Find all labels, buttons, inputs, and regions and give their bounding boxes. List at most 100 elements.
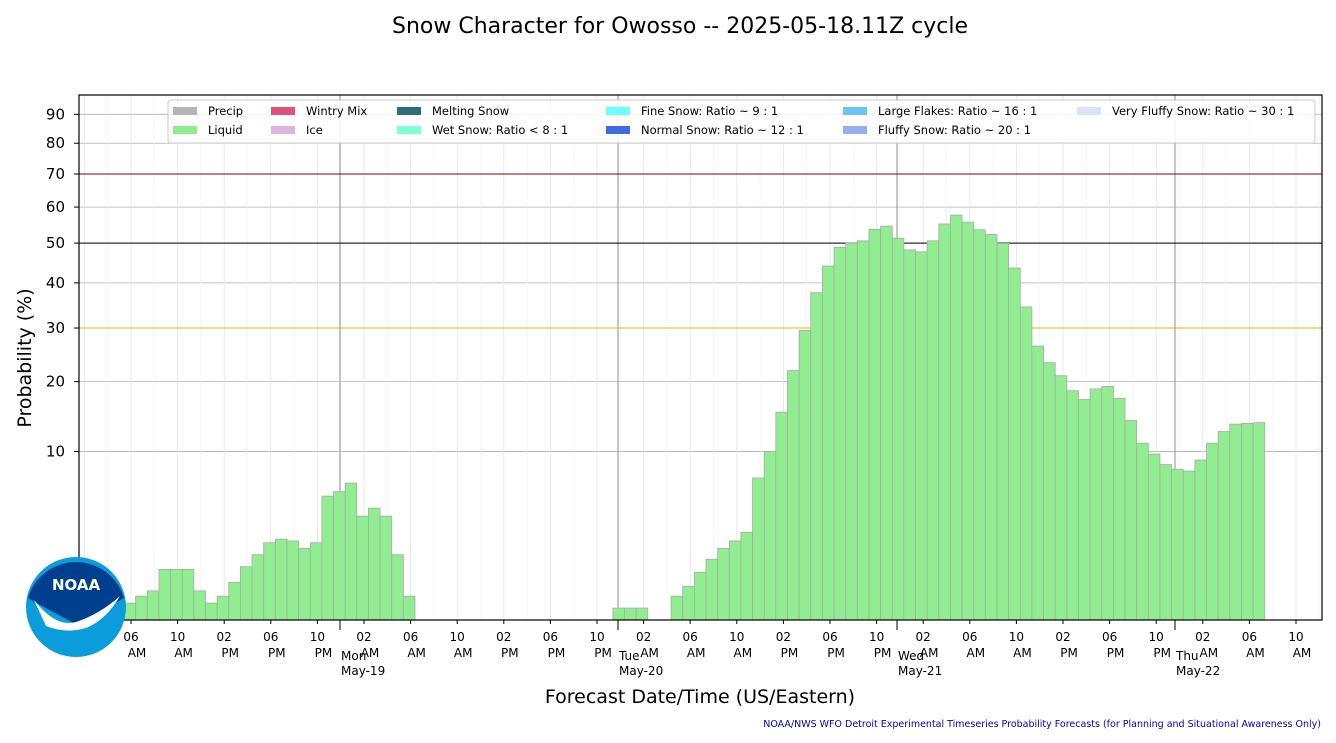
x-tick-ampm: AM	[361, 646, 380, 660]
bar	[787, 370, 800, 621]
bar	[1147, 453, 1161, 621]
x-tick-hour: 10	[170, 630, 185, 644]
bar	[1252, 422, 1266, 621]
bar	[170, 569, 183, 621]
x-tick-hour: 10	[450, 630, 465, 644]
x-tick-ampm: PM	[827, 646, 845, 660]
bar	[391, 554, 404, 621]
x-tick-hour: 06	[403, 630, 418, 644]
legend: Precip Liquid Wintry Mix Ice Melting Snow Wet…	[167, 99, 1316, 144]
x-tick-ampm: AM	[1013, 646, 1032, 660]
noaa-logo-text: NOAA	[52, 576, 101, 594]
x-tick-hour: 10	[729, 630, 744, 644]
y-tick-label: 90	[46, 105, 65, 123]
x-tick-ampm: PM	[501, 646, 519, 660]
bar	[984, 234, 998, 621]
bar	[321, 495, 334, 621]
y-axis-label: Probability (%)	[14, 288, 36, 427]
bar	[880, 225, 893, 621]
bar	[286, 540, 299, 621]
bar	[158, 569, 171, 621]
y-gridlines	[79, 113, 1322, 452]
legend-swatch	[173, 107, 197, 115]
x-tick-ampm: PM	[1107, 646, 1125, 660]
bar	[868, 228, 882, 621]
noaa-logo-upper	[28, 562, 124, 624]
bar	[856, 240, 870, 621]
legend-swatch	[173, 126, 197, 134]
bar	[356, 515, 369, 621]
x-tick-ampm: AM	[734, 646, 753, 660]
legend-label: Large Flakes: Ratio ~ 16 : 1	[878, 104, 1037, 118]
x-axis-label: Forecast Date/Time (US/Eastern)	[545, 686, 855, 708]
bar	[135, 595, 148, 621]
bar	[1019, 306, 1033, 621]
bar	[1171, 468, 1184, 621]
x-tick-hour: 10	[1009, 630, 1024, 644]
x-tick-hour: 02	[776, 630, 791, 644]
y-tick-label: 40	[46, 274, 65, 292]
bar	[1206, 442, 1219, 621]
bar	[682, 585, 695, 621]
x-tick-hour: 06	[1242, 630, 1257, 644]
chart-title: Snow Character for Owosso -- 2025-05-18.…	[392, 14, 968, 39]
bar	[926, 240, 940, 621]
x-tick-hour: 10	[310, 630, 325, 644]
bar	[1101, 386, 1114, 621]
y-tick-label: 30	[46, 319, 65, 337]
bar	[740, 532, 753, 621]
bar	[1159, 464, 1172, 621]
bar	[228, 581, 241, 621]
x-tick-hour: 02	[636, 630, 651, 644]
x-tick-hour: 06	[543, 630, 558, 644]
bar	[1194, 459, 1207, 621]
x-tick-hour: 10	[1288, 630, 1303, 644]
day-label-date: May-20	[619, 664, 663, 678]
legend-label: Ice	[306, 123, 323, 137]
bar	[1229, 423, 1242, 621]
bar	[146, 590, 160, 621]
legend-label: Liquid	[208, 123, 243, 137]
bar	[903, 249, 916, 621]
legend-label: Wet Snow: Ratio < 8 : 1	[432, 123, 568, 137]
bar	[1241, 423, 1254, 621]
x-tick-hour: 06	[683, 630, 698, 644]
day-label-date: May-22	[1176, 664, 1220, 678]
legend-label: Fine Snow: Ratio ~ 9 : 1	[641, 104, 778, 118]
bar	[728, 540, 742, 621]
x-tick-hour: 10	[589, 630, 604, 644]
x-tick-ampm: PM	[781, 646, 799, 660]
x-gridlines	[84, 95, 1320, 620]
bar	[181, 569, 195, 621]
bar	[1113, 397, 1126, 621]
x-tick-ampm: AM	[1246, 646, 1265, 660]
legend-label: Normal Snow: Ratio ~ 12 : 1	[641, 123, 804, 137]
y-tick-label: 80	[46, 134, 65, 152]
bar	[915, 251, 928, 621]
x-tick-ampm: AM	[967, 646, 986, 660]
legend-swatch	[606, 107, 630, 115]
bar	[950, 214, 963, 621]
bar	[193, 590, 206, 621]
day-label-dow: Thu	[1175, 649, 1199, 663]
day-label-date: May-19	[341, 664, 385, 678]
x-tick-ampm: PM	[221, 646, 239, 660]
bar	[1217, 431, 1231, 621]
bar	[1043, 362, 1056, 621]
x-tick-hour: 02	[217, 630, 232, 644]
x-tick-hour: 10	[1149, 630, 1164, 644]
bar	[624, 607, 637, 621]
bar	[705, 558, 719, 621]
x-tick-ampm: PM	[1153, 646, 1171, 660]
x-tick-hour: 02	[356, 630, 371, 644]
legend-swatch	[1077, 107, 1101, 115]
x-tick-ampm: PM	[315, 646, 333, 660]
legend-swatch	[397, 126, 421, 134]
bar	[239, 566, 253, 621]
bar	[1054, 375, 1068, 621]
bar	[274, 538, 288, 621]
bar	[379, 515, 393, 621]
plot-frame	[78, 94, 1323, 621]
